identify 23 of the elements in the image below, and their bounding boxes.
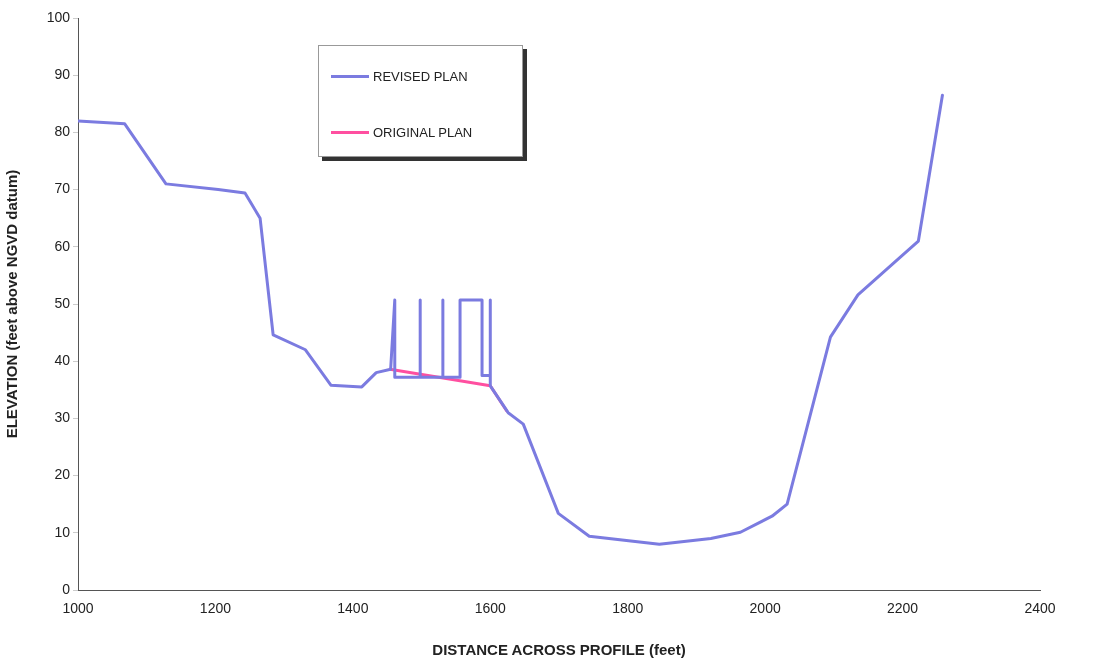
y-tick-label: 100 [46, 8, 71, 25]
x-tick-label: 2200 [886, 600, 919, 617]
y-tick-label: 20 [54, 466, 71, 483]
y-tick-label: 60 [54, 237, 71, 254]
x-tick-label: 1600 [474, 600, 507, 617]
x-tick-label: 1000 [62, 600, 94, 617]
x-tick-label: 1200 [199, 600, 232, 617]
x-tick-label: 2400 [1024, 600, 1056, 617]
legend-label: REVISED PLAN [373, 68, 468, 84]
x-tick-label: 1800 [612, 600, 644, 617]
y-tick-label: 10 [54, 523, 71, 540]
y-tick-label: 0 [62, 580, 71, 597]
y-axis-title: ELEVATION (feet above NGVD datum) [3, 169, 21, 439]
y-tick-label: 30 [54, 409, 71, 426]
y-tick-label: 40 [54, 352, 71, 369]
legend-label: ORIGINAL PLAN [373, 124, 473, 140]
y-tick-label: 90 [54, 66, 71, 83]
x-axis-title: DISTANCE ACROSS PROFILE (feet) [432, 641, 686, 659]
x-tick-label: 1400 [337, 600, 369, 617]
y-tick-label: 70 [54, 180, 71, 197]
y-tick-label: 80 [54, 123, 71, 140]
x-tick-label: 2000 [749, 600, 781, 617]
y-tick-label: 50 [54, 294, 71, 311]
